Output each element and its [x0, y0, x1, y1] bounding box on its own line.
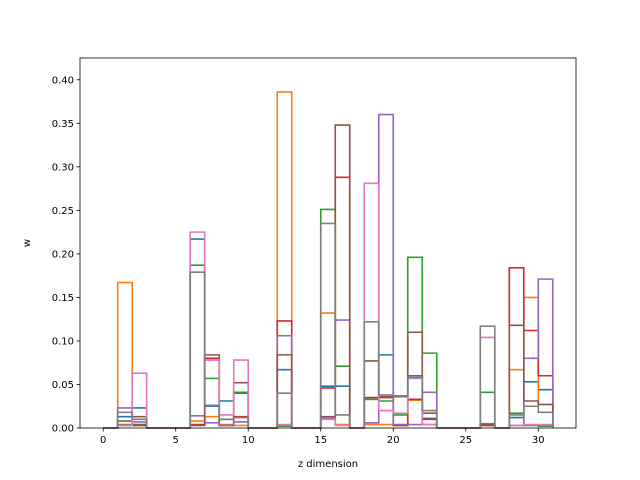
- x-axis: 0 5 10 15 20 25 30: [100, 428, 545, 446]
- x-tick-label: 0: [100, 435, 106, 446]
- plot-frame: [79, 57, 577, 429]
- x-axis-label: z dimension: [298, 459, 358, 470]
- x-tick-label: 30: [532, 435, 545, 446]
- y-tick-label: 0.35: [52, 119, 74, 130]
- y-tick-label: 0.15: [52, 293, 74, 304]
- y-axis: 0.00 0.05 0.10 0.15 0.20 0.25 0.30 0.35 0.40: [52, 75, 80, 435]
- x-tick-label: 20: [387, 435, 400, 446]
- y-tick-label: 0.00: [52, 424, 74, 435]
- x-tick-label: 15: [314, 435, 327, 446]
- histogram-series-8: [103, 222, 554, 429]
- y-axis-label: w: [22, 239, 33, 247]
- y-tick-label: 0.05: [52, 380, 74, 391]
- y-tick-label: 0.40: [52, 75, 74, 86]
- y-tick-label: 0.30: [52, 162, 74, 173]
- x-tick-label: 25: [459, 435, 472, 446]
- x-tick-label: 10: [242, 435, 255, 446]
- x-tick-label: 5: [173, 435, 179, 446]
- y-tick-label: 0.25: [52, 206, 74, 217]
- histogram-series-3: [103, 208, 554, 429]
- y-tick-label: 0.20: [52, 249, 74, 260]
- y-tick-label: 0.10: [52, 336, 74, 347]
- series-layer: [103, 91, 554, 429]
